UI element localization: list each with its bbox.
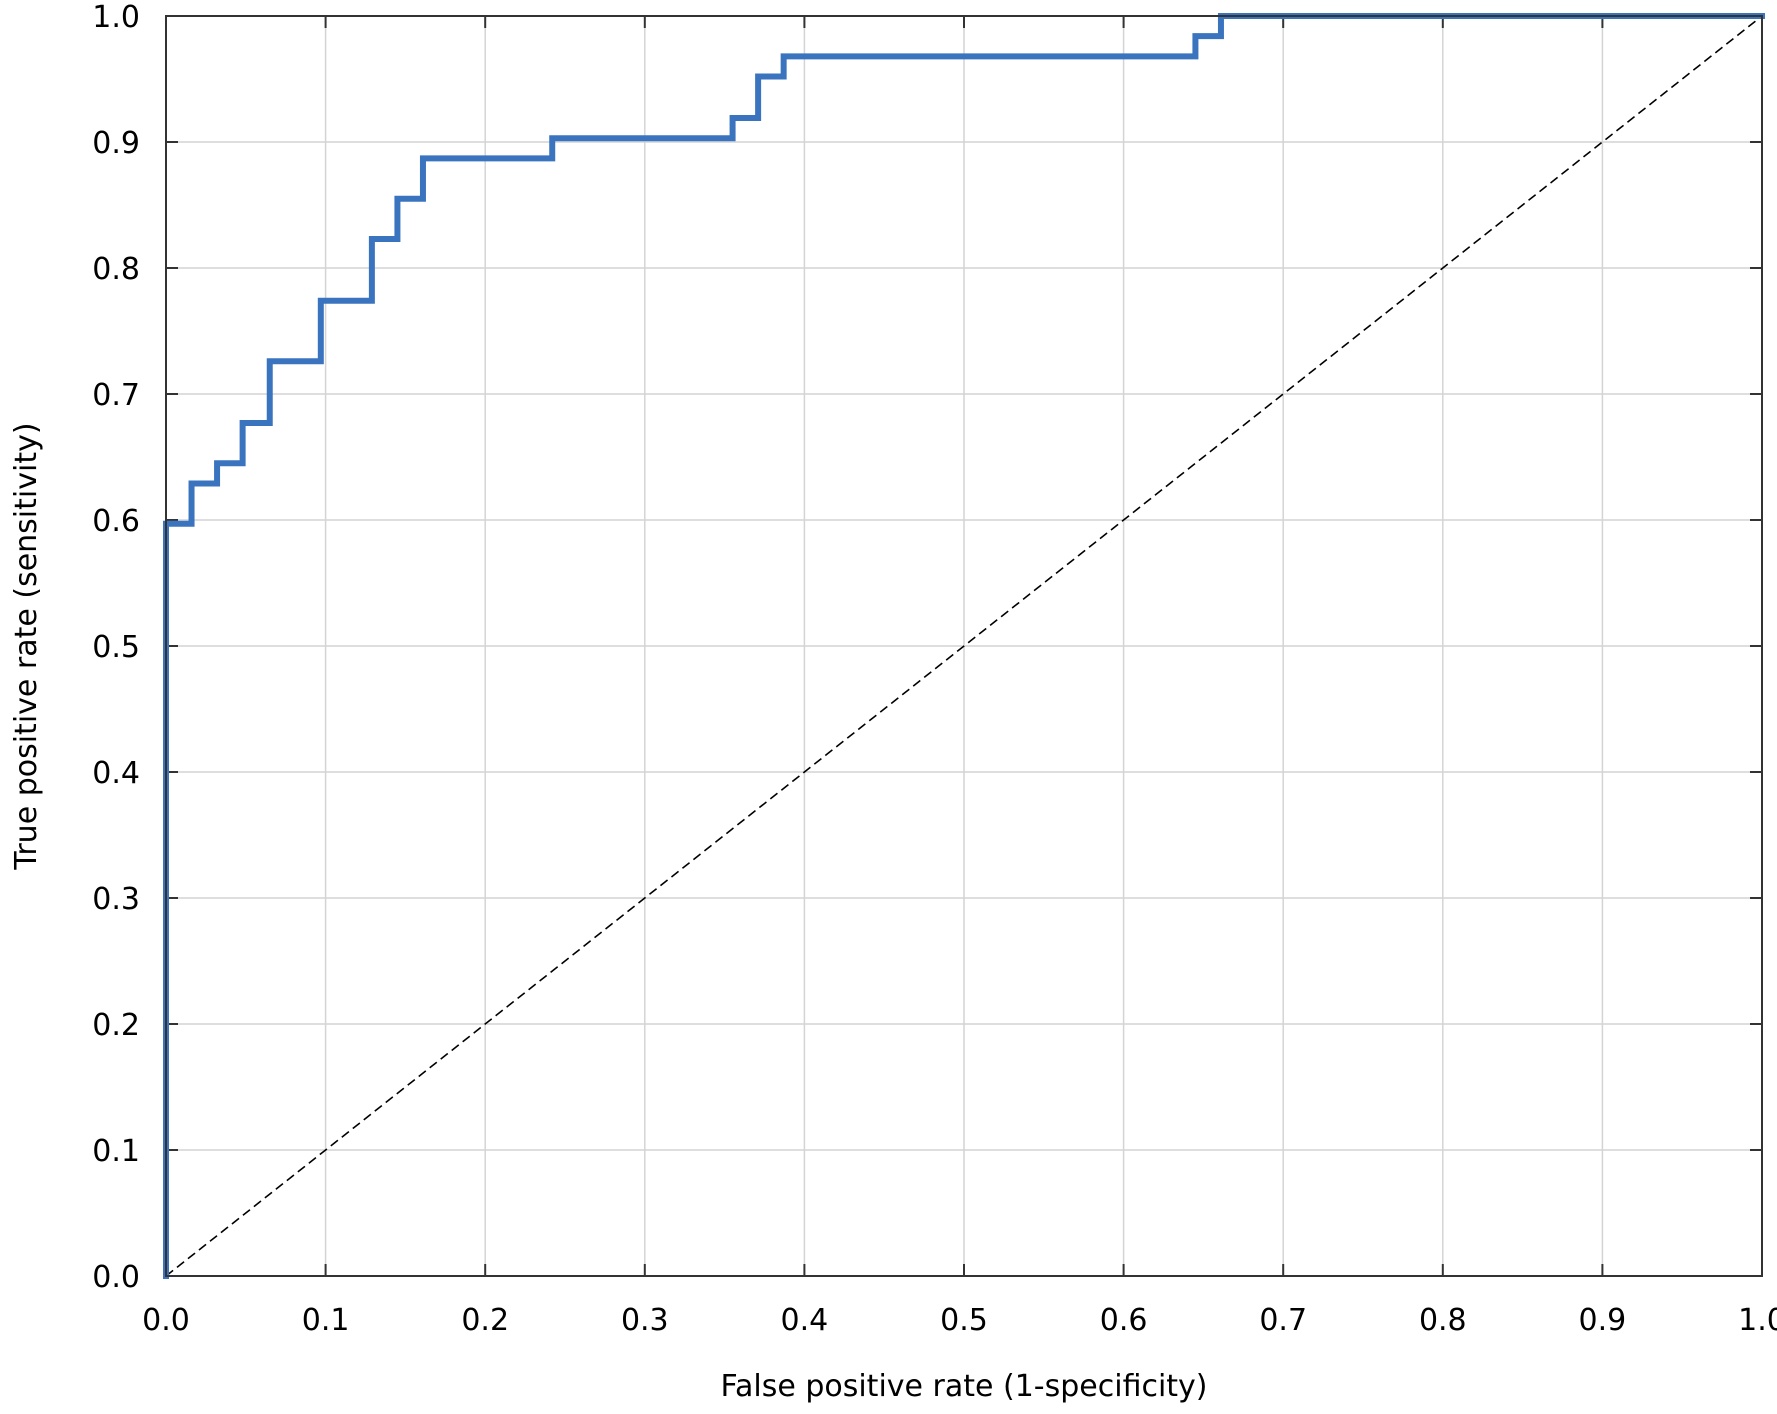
y-tick-label: 0.4	[92, 756, 140, 791]
x-tick-labels: 0.0 0.1 0.2 0.3 0.4 0.5 0.6 0.7 0.8 0.9 1.0	[142, 1303, 1777, 1338]
y-tick-label: 0.8	[92, 252, 140, 287]
x-axis-title: False positive rate (1-specificity)	[720, 1369, 1207, 1404]
x-tick-label: 0.4	[781, 1303, 829, 1338]
reference-line	[165, 15, 1763, 1277]
x-tick-label: 0.5	[940, 1303, 988, 1338]
y-tick-label: 0.9	[92, 126, 140, 161]
x-tick-label: 0.0	[142, 1303, 190, 1338]
x-tick-label: 0.3	[621, 1303, 669, 1338]
x-tick-label: 0.7	[1259, 1303, 1307, 1338]
y-tick-label: 0.7	[92, 378, 140, 413]
y-tick-label: 1.0	[92, 0, 140, 35]
plot-frame	[165, 15, 1763, 1277]
y-tick-label: 0.1	[92, 1134, 140, 1169]
y-tick-label: 0.0	[92, 1260, 140, 1295]
x-tick-label: 0.6	[1100, 1303, 1148, 1338]
x-tick-label: 0.8	[1419, 1303, 1467, 1338]
x-tick-label: 0.1	[302, 1303, 350, 1338]
roc-curve	[163, 13, 1765, 1279]
y-tick-label: 0.6	[92, 504, 140, 539]
x-tick-label: 1.0	[1738, 1303, 1777, 1338]
x-tick-label: 0.9	[1579, 1303, 1627, 1338]
x-tick-label: 0.2	[461, 1303, 509, 1338]
y-axis-title: True positive rate (sensitivity)	[9, 422, 44, 870]
series-layer	[163, 13, 1765, 1279]
y-tick-label: 0.2	[92, 1008, 140, 1043]
y-tick-label: 0.3	[92, 882, 140, 917]
y-tick-label: 0.5	[92, 630, 140, 665]
y-tick-labels: 0.0 0.1 0.2 0.3 0.4 0.5 0.6 0.7 0.8 0.9 1.0	[92, 0, 140, 1295]
